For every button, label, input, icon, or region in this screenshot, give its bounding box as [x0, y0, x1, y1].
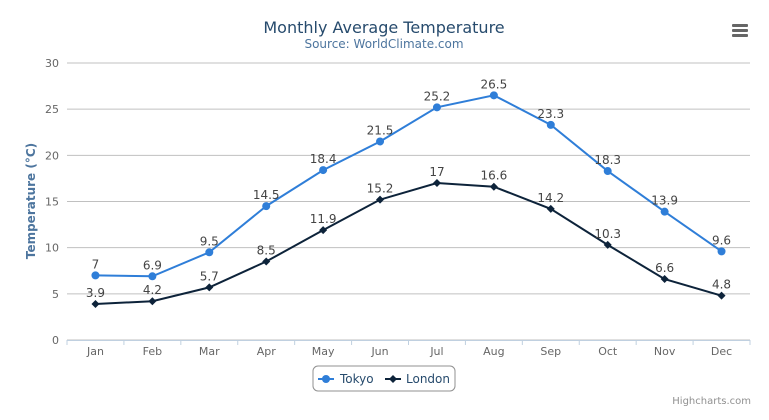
data-label: 6.6	[655, 261, 674, 275]
x-tick-label: Mar	[199, 345, 220, 358]
data-label: 8.5	[257, 244, 276, 258]
data-label: 16.6	[481, 169, 508, 183]
series-line	[95, 94, 723, 278]
y-tick-label: 25	[45, 103, 59, 116]
data-point[interactable]	[603, 167, 612, 176]
series-london: 3.9 4.2 5.7 8.5 11.9 15.2 17 16.6 14.2 10.3 6.6 4.8	[86, 165, 731, 308]
data-point[interactable]	[91, 271, 100, 280]
data-label: 5.7	[200, 269, 219, 283]
data-point[interactable]	[148, 297, 157, 306]
data-point[interactable]	[262, 257, 271, 266]
legend-item-tokyo[interactable]: Tokyo	[318, 372, 374, 386]
data-label: 17	[429, 165, 444, 179]
data-label: 23.3	[537, 107, 564, 121]
data-point[interactable]	[376, 137, 385, 146]
data-label: 3.9	[86, 286, 105, 300]
data-label: 6.9	[143, 258, 162, 272]
series-line	[95, 182, 722, 305]
data-point[interactable]	[376, 195, 385, 204]
legend: Tokyo London	[312, 365, 456, 392]
data-label: 14.5	[253, 188, 280, 202]
series-tokyo: 7 6.9 9.5 14.5 18.4 21.5 25.2 26.5 23.3 18.3 13.9 9…	[91, 77, 731, 281]
x-tick-label: Nov	[654, 345, 676, 358]
data-point[interactable]	[91, 299, 100, 308]
data-label: 9.5	[200, 234, 219, 248]
data-point[interactable]	[432, 103, 441, 112]
x-tick-label: Aug	[483, 345, 504, 358]
data-label: 11.9	[310, 212, 337, 226]
legend-item-london[interactable]: London	[385, 372, 450, 386]
x-tick-label: Jan	[86, 345, 104, 358]
data-label: 18.4	[310, 152, 337, 166]
data-point[interactable]	[603, 240, 612, 249]
data-label: 21.5	[367, 123, 394, 137]
data-point[interactable]	[489, 182, 498, 191]
chart-subtitle: Source: WorldClimate.com	[304, 37, 463, 51]
data-label: 10.3	[594, 227, 621, 241]
y-tick-label: 20	[45, 149, 59, 162]
credits-link[interactable]: Highcharts.com	[672, 396, 751, 407]
data-point[interactable]	[205, 248, 214, 257]
data-label: 25.2	[424, 89, 451, 103]
x-tick-label: Dec	[711, 345, 732, 358]
data-point[interactable]	[717, 247, 726, 256]
data-label: 13.9	[651, 194, 678, 208]
data-point[interactable]	[262, 202, 271, 211]
data-point[interactable]	[660, 275, 669, 284]
data-point[interactable]	[546, 204, 555, 213]
data-label: 26.5	[481, 77, 508, 91]
data-point[interactable]	[660, 207, 669, 216]
x-tick-label: Apr	[257, 345, 277, 358]
data-point[interactable]	[148, 272, 157, 281]
y-tick-label: 15	[45, 196, 59, 209]
x-tick-label: Jul	[429, 345, 443, 358]
chart-title: Monthly Average Temperature	[263, 18, 504, 37]
data-label: 4.8	[712, 278, 731, 292]
y-tick-label: 0	[52, 334, 59, 347]
data-label: 18.3	[594, 153, 621, 167]
legend-label-london: London	[406, 372, 450, 386]
y-axis-title: Temperature (°C)	[24, 143, 38, 259]
x-tick-label: Sep	[540, 345, 561, 358]
y-tick-label: 5	[52, 288, 59, 301]
data-label: 14.2	[537, 191, 564, 205]
y-tick-label: 30	[45, 57, 59, 70]
legend-label-tokyo: Tokyo	[339, 372, 374, 386]
data-label: 9.6	[712, 233, 731, 247]
y-tick-label: 10	[45, 242, 59, 255]
x-tick-label: Oct	[598, 345, 618, 358]
data-point[interactable]	[319, 226, 328, 235]
x-tick-label: Feb	[143, 345, 162, 358]
data-point[interactable]	[319, 166, 328, 175]
data-point[interactable]	[205, 283, 214, 292]
hamburger-menu-icon[interactable]	[732, 24, 748, 37]
data-label: 15.2	[367, 182, 394, 196]
data-point[interactable]	[432, 179, 441, 188]
x-tick-label: Jun	[370, 345, 388, 358]
data-label: 7	[92, 257, 100, 271]
data-point[interactable]	[717, 291, 726, 300]
data-point[interactable]	[489, 91, 498, 100]
data-point[interactable]	[546, 120, 555, 129]
data-label: 4.2	[143, 283, 162, 297]
x-tick-label: May	[312, 345, 335, 358]
